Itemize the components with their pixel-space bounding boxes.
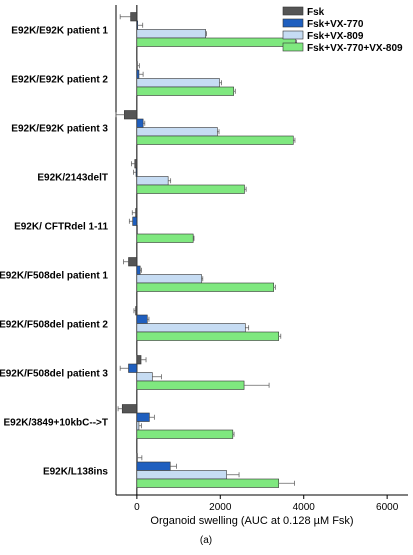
bar (136, 127, 218, 137)
legend-swatch (282, 42, 304, 52)
bar (135, 208, 138, 218)
bar (136, 478, 279, 488)
bar (134, 159, 138, 169)
bar (136, 118, 144, 128)
legend-swatch (282, 30, 304, 40)
category-label: E92K/E92K patient 2 (11, 75, 108, 86)
bar (136, 20, 138, 30)
category-label: E92K/F508del patient 2 (0, 320, 108, 331)
bar (132, 216, 138, 226)
bar (136, 461, 171, 471)
bar (130, 12, 138, 22)
bar (136, 69, 140, 79)
legend-swatch (282, 18, 304, 28)
legend-label: Fsk+VX-770 (307, 19, 364, 30)
bar (121, 404, 138, 414)
bar (128, 257, 138, 267)
bar (136, 331, 279, 341)
bar (136, 29, 206, 39)
bar (136, 37, 296, 47)
figure-caption: (a) (200, 535, 212, 546)
category-label: E92K/L138ins (43, 467, 108, 478)
bar (136, 314, 148, 324)
category-label: E92K/3849+10kbC-->T (3, 418, 108, 429)
bar (136, 176, 169, 186)
bar (136, 412, 150, 422)
legend-label: Fsk+VX-809 (307, 31, 364, 42)
x-tick-label: 4000 (293, 502, 316, 513)
x-tick-label: 2000 (209, 502, 232, 513)
category-label: E92K/F508del patient 1 (0, 271, 108, 282)
bar (136, 274, 202, 284)
bar (136, 470, 227, 480)
bar (136, 429, 234, 439)
bar (135, 306, 138, 316)
bar (136, 135, 294, 145)
bar (128, 363, 138, 373)
x-tick-label: 0 (134, 502, 140, 513)
legend-label: Fsk (307, 7, 325, 18)
bar (136, 233, 194, 243)
category-label: E92K/2143delT (37, 173, 108, 184)
category-label: E92K/E92K patient 1 (11, 26, 108, 37)
bar (136, 184, 245, 194)
bar (136, 323, 246, 333)
x-axis-title: Organoid swelling (AUC at 0.128 µM Fsk) (150, 515, 353, 527)
bar (136, 380, 245, 390)
bar (136, 86, 234, 96)
legend-swatch (282, 6, 304, 16)
bar (136, 282, 274, 292)
legend-label: Fsk+VX-770+VX-809 (307, 43, 403, 54)
bar (136, 265, 141, 275)
bar (135, 167, 138, 177)
bar (124, 110, 138, 120)
bar (136, 372, 153, 382)
category-label: E92K/E92K patient 3 (11, 124, 108, 135)
bar (136, 78, 220, 88)
bar (136, 421, 140, 431)
category-label: E92K/ CFTRdel 1-11 (14, 222, 108, 233)
category-label: E92K/F508del patient 3 (0, 369, 108, 380)
x-tick-label: 6000 (376, 502, 399, 513)
bar (136, 225, 138, 235)
bar (136, 355, 142, 365)
